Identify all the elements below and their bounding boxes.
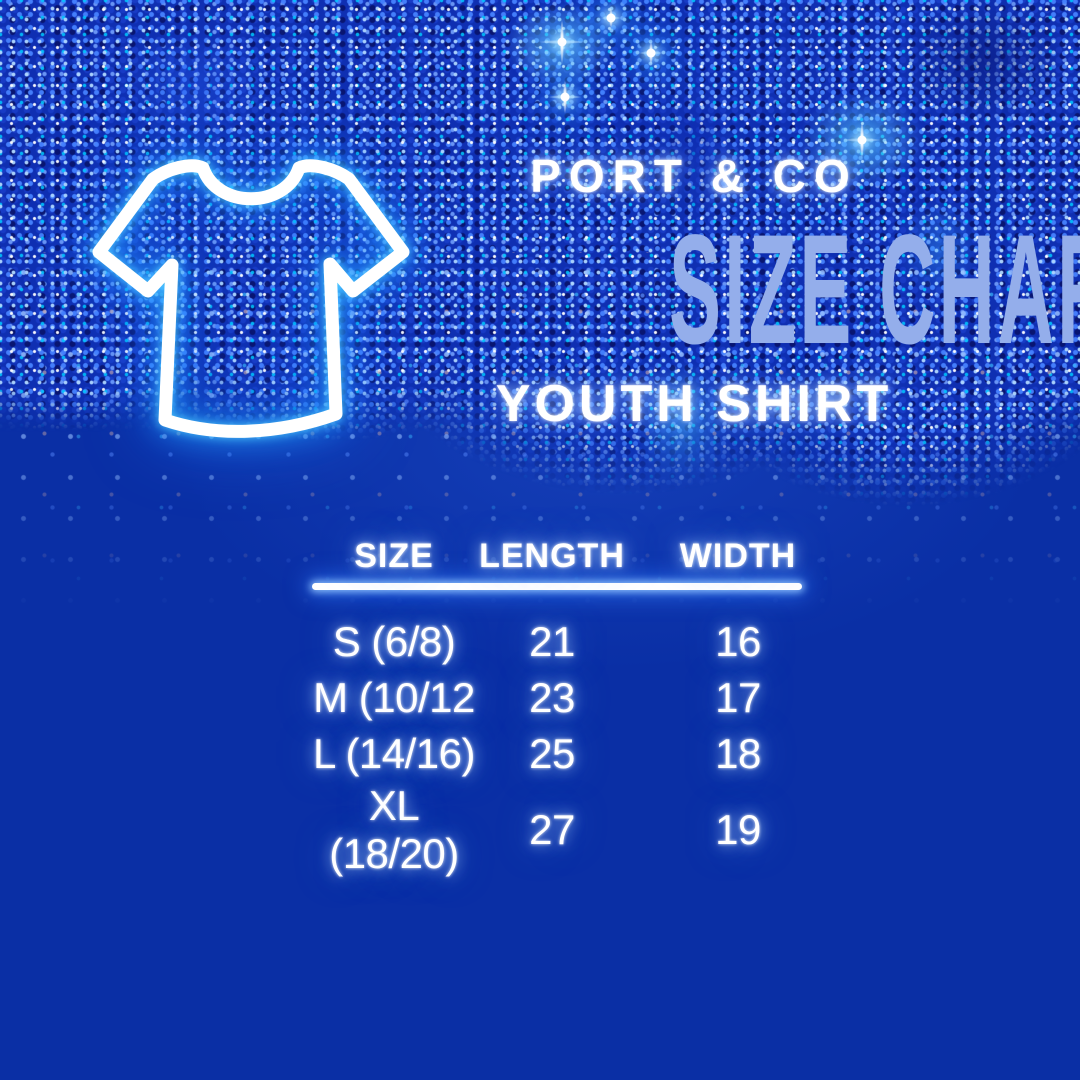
table-body: S (6/8) 21 16 M (10/12 23 17 L (14/16) 2… xyxy=(308,614,824,877)
sparkle-icon xyxy=(639,41,663,65)
falling-glitter-particles xyxy=(0,252,1080,612)
column-header-length: LENGTH xyxy=(479,537,625,575)
tshirt-icon xyxy=(90,155,412,455)
headline-block: PORT & CO SIZE CHART YOUTH SHIRT xyxy=(420,148,1080,433)
sparkle-icon xyxy=(601,8,621,28)
column-header-width: WIDTH xyxy=(679,537,797,575)
cell-size: XL (18/20) xyxy=(329,782,459,877)
cell-length: 25 xyxy=(529,730,575,777)
subtitle-text: YOUTH SHIRT xyxy=(495,375,893,433)
page-title: SIZE CHART xyxy=(669,203,1080,377)
cell-size: S (6/8) xyxy=(332,618,456,665)
table-row: L (14/16) 25 18 xyxy=(308,726,824,782)
sparkle-icon xyxy=(843,121,881,159)
header-underline xyxy=(312,583,802,590)
table-row: M (10/12 23 17 xyxy=(308,670,824,726)
cell-width: 18 xyxy=(715,730,761,777)
cell-length: 27 xyxy=(529,806,575,853)
column-header-size: SIZE xyxy=(354,537,434,575)
size-table: SIZE LENGTH WIDTH S (6/8) 21 16 M (10/12… xyxy=(308,536,824,877)
cell-length: 23 xyxy=(529,674,575,721)
cell-size: L (14/16) xyxy=(312,730,476,777)
table-header-row: SIZE LENGTH WIDTH xyxy=(308,536,824,576)
cell-width: 19 xyxy=(715,806,761,853)
cell-size: M (10/12 xyxy=(313,674,475,721)
table-row: XL (18/20) 27 19 xyxy=(308,782,824,877)
cell-length: 21 xyxy=(529,618,575,665)
title-line: SIZE CHART xyxy=(420,212,1080,368)
sparkle-icon xyxy=(548,80,582,114)
sparkle-icon xyxy=(539,19,585,65)
table-row: S (6/8) 21 16 xyxy=(308,614,824,670)
cell-width: 16 xyxy=(715,618,761,665)
cell-width: 17 xyxy=(715,674,761,721)
brand-text: PORT & CO xyxy=(530,150,858,202)
